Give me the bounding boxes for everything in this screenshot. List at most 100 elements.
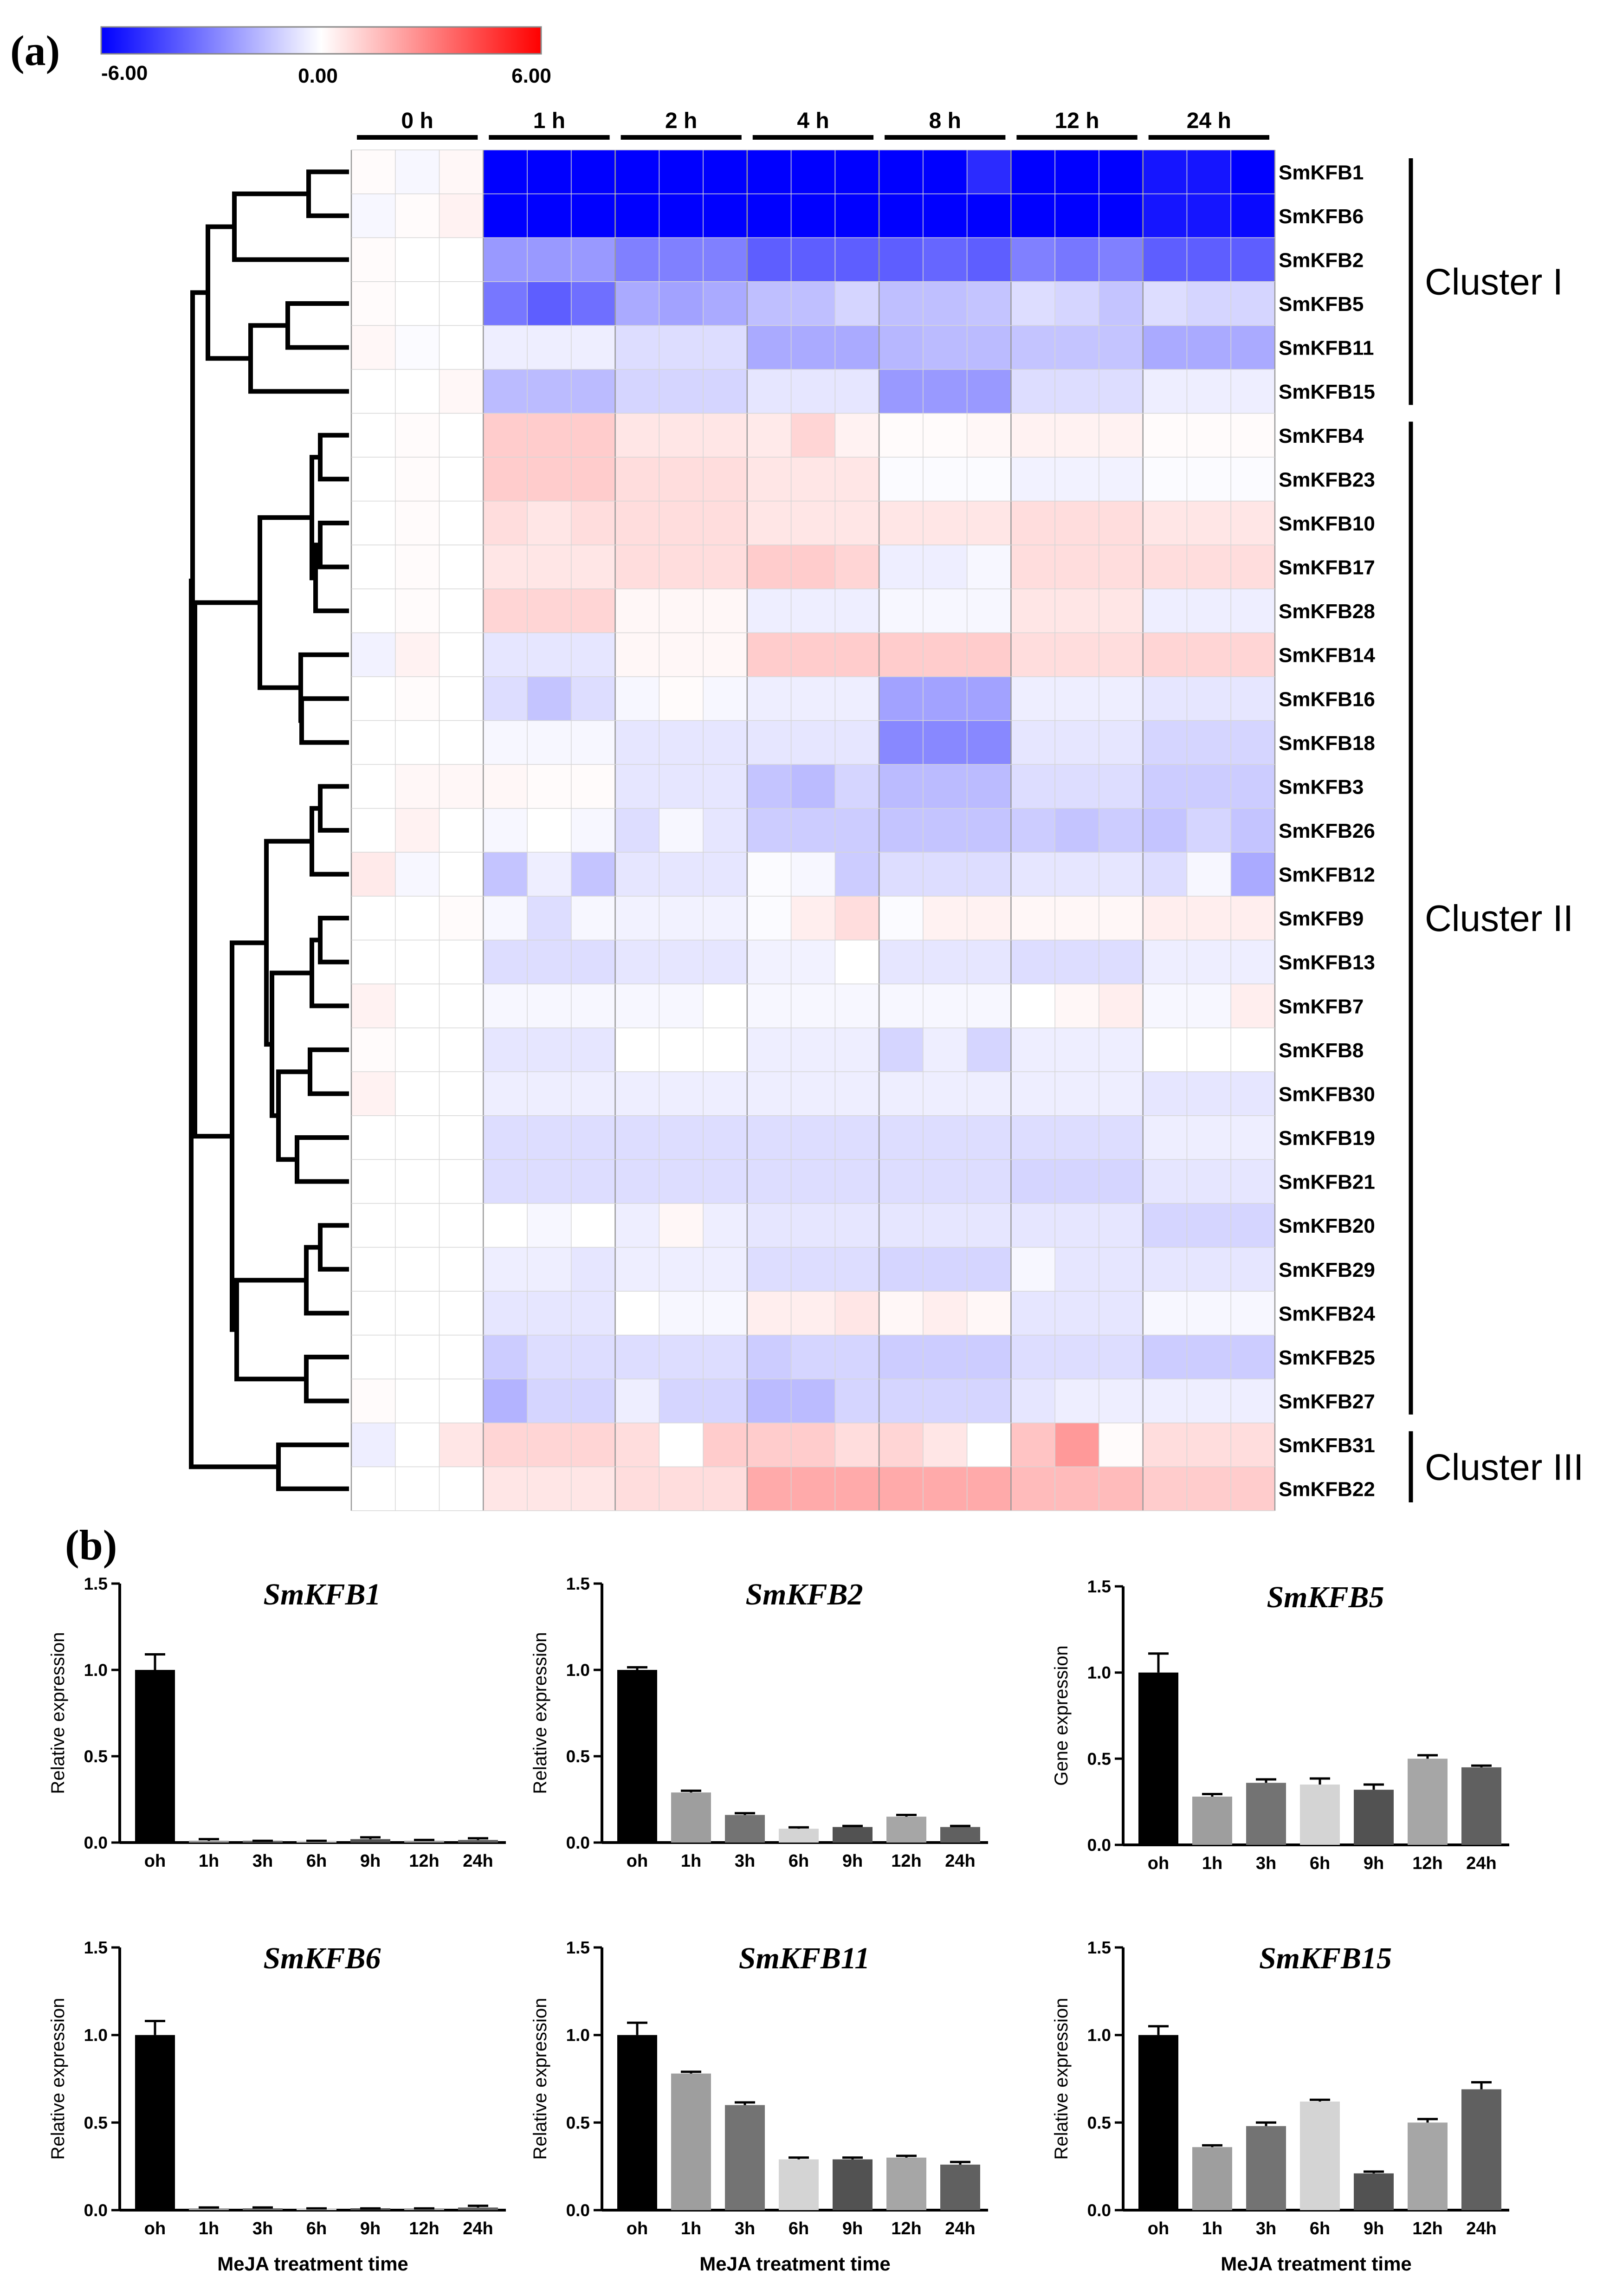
heatmap-cell [967, 369, 1011, 414]
heatmap-cell [835, 194, 879, 238]
heatmap-cell [747, 1072, 792, 1116]
heatmap-cell [747, 720, 792, 765]
heatmap-cell [703, 720, 748, 765]
heatmap-cell [747, 281, 792, 326]
heatmap-cell [791, 194, 835, 238]
heatmap-cell [351, 325, 396, 370]
heatmap-cell [923, 1467, 968, 1511]
heatmap-cell [351, 1423, 396, 1467]
row-label: SmKFB11 [1279, 337, 1374, 360]
bar [1138, 1672, 1178, 1845]
heatmap-cell [571, 808, 616, 853]
heatmap-cell [615, 1291, 659, 1336]
heatmap-cell [659, 720, 704, 765]
heatmap-cell [1231, 633, 1275, 677]
heatmap-cell [571, 194, 616, 238]
heatmap-cell [1231, 1159, 1275, 1204]
y-tick-label: 1.5 [566, 1574, 590, 1593]
row-label: SmKFB18 [1279, 732, 1375, 755]
heatmap-cell [1099, 1028, 1144, 1072]
heatmap-cell [483, 194, 528, 238]
heatmap-cell [1231, 852, 1275, 897]
heatmap-cell [659, 1159, 704, 1204]
heatmap-cell [439, 1467, 484, 1511]
row-label: SmKFB13 [1279, 951, 1375, 974]
x-axis-label: MeJA treatment time [699, 2253, 891, 2275]
heatmap-cell [879, 1423, 924, 1467]
heatmap-cell [1231, 1335, 1275, 1379]
x-tick-label: oh [144, 2219, 166, 2238]
heatmap-cell [439, 984, 484, 1028]
heatmap-cell [1011, 150, 1055, 194]
x-axis-label: MeJA treatment time [1221, 2253, 1412, 2275]
heatmap-cell [351, 1072, 396, 1116]
heatmap-cell [1011, 633, 1055, 677]
panel-a-label: (a) [10, 27, 60, 74]
row-label: SmKFB30 [1279, 1083, 1375, 1106]
heatmap-cell [747, 1159, 792, 1204]
heatmap-cell [351, 1159, 396, 1204]
color-scale-max-label: 6.00 [511, 65, 551, 87]
heatmap-cell [1055, 1203, 1099, 1248]
heatmap-cell [395, 896, 440, 941]
heatmap-cell [791, 808, 835, 853]
heatmap-cell [791, 457, 835, 502]
x-tick-label: 24h [463, 2219, 493, 2238]
heatmap-cell [923, 545, 968, 589]
heatmap-cell [1143, 150, 1188, 194]
heatmap-cell [747, 238, 792, 282]
heatmap-cell [483, 1072, 528, 1116]
heatmap-cell [527, 764, 572, 809]
heatmap-cell [747, 1335, 792, 1379]
heatmap-cell [923, 194, 968, 238]
heatmap-cell [1055, 984, 1099, 1028]
heatmap-cell [659, 1423, 704, 1467]
heatmap-cell [351, 1335, 396, 1379]
heatmap-cell [439, 545, 484, 589]
heatmap-cell [615, 764, 659, 809]
heatmap-cell [967, 589, 1011, 633]
heatmap-cell [1143, 194, 1188, 238]
dendrogram-branch [304, 1245, 349, 1316]
heatmap-cell [483, 369, 528, 414]
bar [189, 1841, 229, 1843]
heatmap-cell [527, 589, 572, 633]
heatmap-cell [923, 1247, 968, 1292]
heatmap-cell [835, 1379, 879, 1423]
heatmap-cell [571, 325, 616, 370]
heatmap-cell [615, 325, 659, 370]
y-axis-label: Gene expression [1051, 1645, 1072, 1785]
heatmap-cell [483, 984, 528, 1028]
heatmap-cell [923, 984, 968, 1028]
heatmap-cell [1187, 1467, 1231, 1511]
heatmap-cell [1055, 501, 1099, 545]
bar [671, 1792, 711, 1843]
heatmap-cell [615, 281, 659, 326]
column-group-label: 0 h [401, 109, 433, 133]
heatmap-cell [571, 720, 616, 765]
heatmap-cell [879, 1335, 924, 1379]
heatmap-cell [1187, 1072, 1231, 1116]
cluster-label: Cluster III [1425, 1446, 1584, 1488]
heatmap-cell [791, 545, 835, 589]
x-tick-label: 24h [463, 1851, 493, 1871]
heatmap-cell [1187, 896, 1231, 941]
bar [886, 1817, 926, 1843]
x-tick-label: 12h [409, 1851, 439, 1871]
heatmap-cell [483, 457, 528, 502]
dendrogram-branch [295, 1135, 349, 1184]
bar [833, 1827, 873, 1843]
heatmap-cell [615, 1423, 659, 1467]
heatmap-cell [923, 1115, 968, 1160]
heatmap-cell [1187, 501, 1231, 545]
row-label: SmKFB14 [1279, 644, 1375, 667]
heatmap-cell [483, 1335, 528, 1379]
bar [1192, 1797, 1232, 1845]
heatmap-cell [879, 896, 924, 941]
heatmap-cell [923, 1291, 968, 1336]
heatmap-cell [351, 1379, 396, 1423]
heatmap-cell [571, 1467, 616, 1511]
row-label: SmKFB3 [1279, 776, 1364, 798]
x-tick-label: oh [1148, 1854, 1169, 1873]
heatmap-cell [879, 1291, 924, 1336]
